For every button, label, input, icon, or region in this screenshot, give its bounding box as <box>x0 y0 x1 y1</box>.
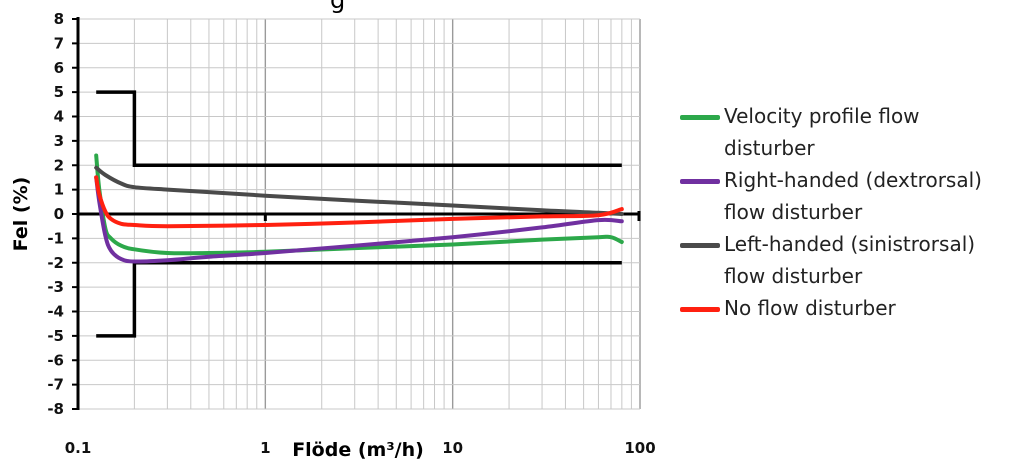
legend-swatch <box>680 243 720 248</box>
legend: Velocity profile flow disturber Right-hand… <box>680 100 1025 324</box>
x-axis-label: Flöde (m³/h) <box>292 439 424 461</box>
y-axis-label: Fel (%) <box>10 177 32 252</box>
y-tick-label: 2 <box>54 156 64 174</box>
y-tick-label: 5 <box>54 83 64 101</box>
x-tick-label: 100 <box>624 439 655 457</box>
upper-tolerance-limit <box>96 90 622 168</box>
series-line-velocity-profile-flow-disturber <box>94 153 624 256</box>
y-tick-label: -5 <box>47 327 64 345</box>
y-tick-label: 1 <box>54 181 64 199</box>
legend-label: No flow disturber <box>724 296 896 320</box>
y-tick-label: -2 <box>47 254 64 272</box>
y-tick-label: -4 <box>47 303 64 321</box>
lower-tolerance-limit <box>96 261 622 338</box>
y-tick-label: -8 <box>47 400 64 418</box>
y-tick-label: -7 <box>47 376 64 394</box>
tolerance-limits <box>96 90 622 338</box>
y-tick-label: 4 <box>54 108 64 126</box>
y-tick-label: -3 <box>47 278 64 296</box>
y-tick-label: 7 <box>54 34 64 52</box>
legend-swatch <box>680 307 720 312</box>
legend-label: flow disturber <box>724 264 863 288</box>
series-line-no-flow-disturber <box>94 175 624 229</box>
y-tick-labels: 8 7 6 5 4 3 2 1 0 -1 -2 -3 -4 -5 -6 -7 -8 <box>47 10 64 418</box>
legend-swatch <box>680 115 720 120</box>
series-group <box>94 153 624 264</box>
y-tick-label: -1 <box>47 229 64 247</box>
legend-label: Left-handed (sinistrorsal) <box>724 232 976 256</box>
y-tick-label: 0 <box>54 205 64 223</box>
y-tick-label: 6 <box>54 59 64 77</box>
x-tick-label: 1 <box>260 439 270 457</box>
y-tick-label: -6 <box>47 351 64 369</box>
legend-label: flow disturber <box>724 200 863 224</box>
legend-label: disturber <box>724 136 815 160</box>
x-tick-label: 10 <box>442 439 463 457</box>
y-tick-label: 3 <box>54 132 64 150</box>
legend-item: No flow disturber <box>680 292 1025 324</box>
x-tick-labels: 0.1 1 10 100 <box>65 439 656 457</box>
series-line-right-handed-dextrorsal-flow-disturber <box>94 175 624 264</box>
series-line-left-handed-sinistrorsal-flow-disturber <box>94 165 624 216</box>
chart-title-fragment: g <box>330 0 346 14</box>
legend-swatch <box>680 179 720 184</box>
axes <box>72 17 641 410</box>
legend-item: Left-handed (sinistrorsal) flow disturber <box>680 228 1025 292</box>
y-tick-label: 8 <box>54 10 64 28</box>
legend-item: Velocity profile flow disturber <box>680 100 1025 164</box>
legend-label: Right-handed (dextrorsal) <box>724 168 982 192</box>
legend-label: Velocity profile flow <box>724 104 920 128</box>
legend-item: Right-handed (dextrorsal) flow disturber <box>680 164 1025 228</box>
x-tick-label: 0.1 <box>65 439 92 457</box>
